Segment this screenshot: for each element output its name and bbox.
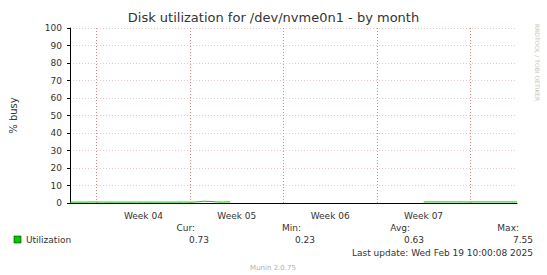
svg-text:% busy: % busy	[8, 97, 19, 134]
svg-text:90: 90	[51, 41, 63, 51]
svg-text:Disk utilization for /dev/nvme: Disk utilization for /dev/nvme0n1 - by m…	[128, 10, 419, 25]
svg-text:Cur:: Cur:	[176, 223, 195, 233]
svg-text:100: 100	[45, 23, 62, 33]
svg-text:Week 07: Week 07	[404, 211, 443, 221]
svg-text:Week 04: Week 04	[124, 211, 163, 221]
svg-text:0.73: 0.73	[189, 235, 209, 245]
svg-text:30: 30	[51, 146, 63, 156]
svg-text:70: 70	[51, 76, 63, 86]
svg-text:50: 50	[51, 111, 63, 121]
svg-text:Max:: Max:	[497, 223, 519, 233]
svg-text:0.23: 0.23	[295, 235, 315, 245]
svg-text:Last update: Wed Feb 19 10:00:: Last update: Wed Feb 19 10:00:08 2025	[352, 248, 533, 258]
svg-text:RRDTOOL / TOBI OETIKER: RRDTOOL / TOBI OETIKER	[534, 24, 541, 101]
svg-text:0: 0	[56, 198, 62, 208]
svg-text:20: 20	[51, 163, 63, 173]
svg-text:Min:: Min:	[282, 223, 301, 233]
svg-text:0.63: 0.63	[404, 235, 424, 245]
svg-text:80: 80	[51, 58, 63, 68]
svg-text:Utilization: Utilization	[26, 235, 71, 245]
svg-text:7.55: 7.55	[513, 235, 533, 245]
svg-text:60: 60	[51, 93, 63, 103]
svg-text:Week 06: Week 06	[311, 211, 350, 221]
svg-text:Avg:: Avg:	[390, 223, 410, 233]
svg-text:Munin 2.0.75: Munin 2.0.75	[250, 264, 296, 272]
svg-text:40: 40	[51, 128, 63, 138]
svg-text:10: 10	[51, 181, 63, 191]
svg-text:Week 05: Week 05	[217, 211, 256, 221]
